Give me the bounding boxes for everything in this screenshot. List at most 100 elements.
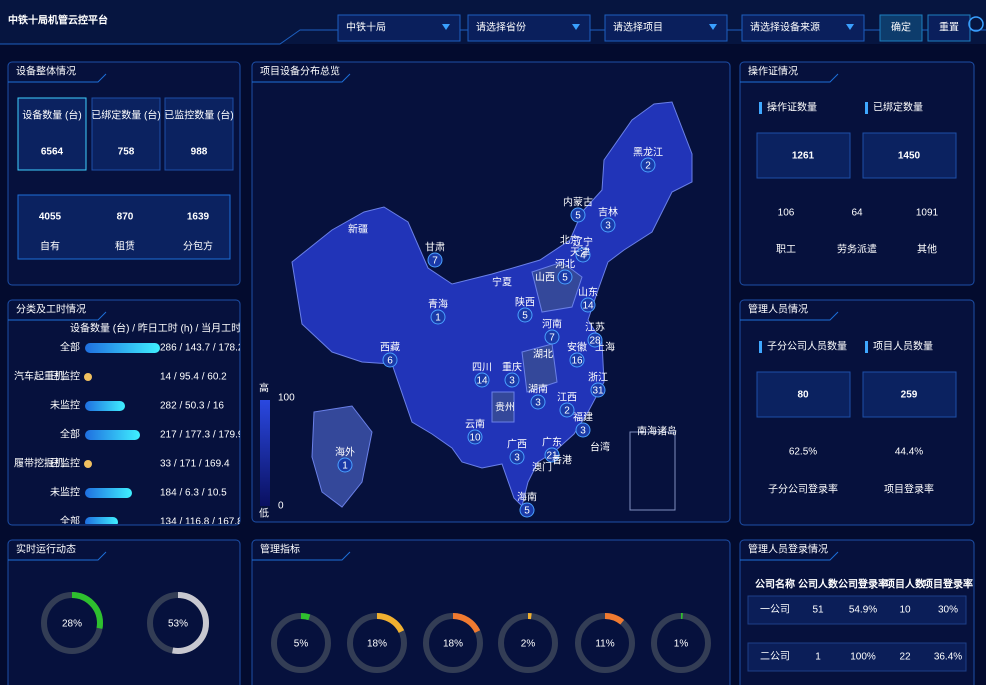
project-count: 3 (509, 376, 515, 387)
row-label: 已监控 (50, 457, 80, 470)
project-count: 31 (592, 386, 604, 397)
project-marker (587, 332, 603, 348)
province-name: 上海 (595, 341, 615, 354)
project-marker (544, 329, 560, 345)
rate-value: 62.5% (789, 447, 817, 458)
card-marker (759, 341, 762, 353)
province-name: 浙江 (588, 372, 608, 384)
project-marker (575, 247, 591, 263)
row-bar (85, 401, 125, 411)
province-name: 海南 (517, 491, 537, 504)
card-label: 子分公司人员数量 (767, 340, 847, 353)
row-dot (84, 460, 92, 468)
card-label: 已绑定数量 (873, 101, 923, 114)
panel-title: 管理指标 (260, 543, 300, 556)
project-marker (504, 372, 520, 388)
filter-select[interactable] (467, 14, 591, 42)
table-cell: 54.9% (849, 605, 877, 616)
south-sea-box (629, 431, 676, 511)
project-marker (590, 382, 606, 398)
province-name: 天津 (570, 247, 590, 259)
stat-label: 设备数量 (台) (22, 109, 81, 122)
legend-bar (260, 400, 270, 506)
project-marker (640, 157, 656, 173)
province-name: 北京 (560, 234, 580, 247)
stat-value: 6564 (41, 147, 64, 158)
panel-title: 操作证情况 (748, 65, 798, 78)
gauge-arc (575, 613, 635, 673)
project-marker (580, 297, 596, 313)
gauge-arc (651, 613, 711, 673)
card-label: 项目人员数量 (873, 340, 933, 353)
gauge-arc (347, 613, 407, 673)
project-marker (559, 402, 575, 418)
province-name: 安徽 (567, 341, 587, 354)
dropdown-arrow (846, 24, 854, 30)
card-value: 1261 (792, 151, 815, 162)
province-name: 甘肃 (425, 241, 445, 254)
project-marker (509, 449, 525, 465)
table-cell: 1 (815, 652, 821, 663)
table-cell: 30% (938, 605, 958, 616)
panel-title: 分类及工时情况 (16, 303, 86, 316)
province-name: 山西 (535, 272, 555, 284)
province-name: 河南 (542, 318, 562, 331)
project-count: 5 (522, 311, 528, 322)
project-count: 7 (432, 256, 438, 267)
filter-select[interactable] (604, 14, 728, 42)
legend-max: 100 (278, 393, 295, 404)
power-icon[interactable] (968, 16, 984, 32)
project-marker (337, 457, 353, 473)
project-count: 10 (469, 433, 481, 444)
stat-value: 988 (191, 147, 208, 158)
province-name: 福建 (573, 411, 593, 424)
dropdown-arrow (442, 24, 450, 30)
project-count: 28 (589, 336, 601, 347)
project-count: 3 (514, 453, 520, 464)
panel-title: 管理人员情况 (748, 303, 808, 316)
project-count: 5 (524, 506, 530, 517)
province-name: 山东 (578, 286, 598, 299)
card-box (756, 132, 851, 179)
gauge-label: 18% (443, 639, 463, 650)
gauge-label: 28% (62, 619, 82, 630)
project-marker (557, 269, 573, 285)
province-name: 陕西 (515, 296, 535, 309)
province-name: 西藏 (380, 342, 400, 354)
panel-tab (8, 73, 107, 83)
row-value: 217 / 177.3 / 179.9 (160, 430, 244, 441)
province-name: 黑龙江 (633, 146, 663, 159)
category-header: 设备数量 (台) / 昨日工时 (h) / 当月工时 (h) (70, 322, 256, 335)
project-marker (569, 352, 585, 368)
province-name: 吉林 (598, 206, 618, 219)
project-marker (474, 372, 490, 388)
gauge-label: 1% (674, 639, 689, 650)
rate-value: 44.4% (895, 447, 923, 458)
button[interactable] (927, 14, 971, 42)
panel-title: 设备整体情况 (16, 65, 76, 78)
source-value: 870 (117, 212, 134, 223)
china-outline (291, 101, 693, 507)
province-name: 云南 (465, 418, 485, 431)
button[interactable] (879, 14, 923, 42)
gauge-label: 53% (168, 619, 188, 630)
project-marker (517, 307, 533, 323)
gauge-label: 11% (595, 639, 614, 650)
breakdown-label: 职工 (776, 244, 796, 256)
overseas-area (311, 405, 373, 508)
table-header: 项目登录率 (923, 578, 973, 591)
project-marker (544, 447, 560, 463)
province-name: 江苏 (585, 321, 605, 334)
panel (739, 299, 975, 526)
breakdown-value: 106 (778, 208, 795, 219)
project-count: 7 (549, 333, 555, 344)
project-count: 6 (387, 356, 393, 367)
filter-select[interactable] (337, 14, 461, 42)
table-header: 公司登录率 (838, 578, 888, 591)
project-count: 14 (476, 376, 488, 387)
filter-select[interactable] (741, 14, 865, 42)
group-name: 履带挖掘机 (14, 457, 64, 470)
row-label: 全部 (60, 341, 80, 354)
source-label: 分包方 (183, 240, 213, 253)
